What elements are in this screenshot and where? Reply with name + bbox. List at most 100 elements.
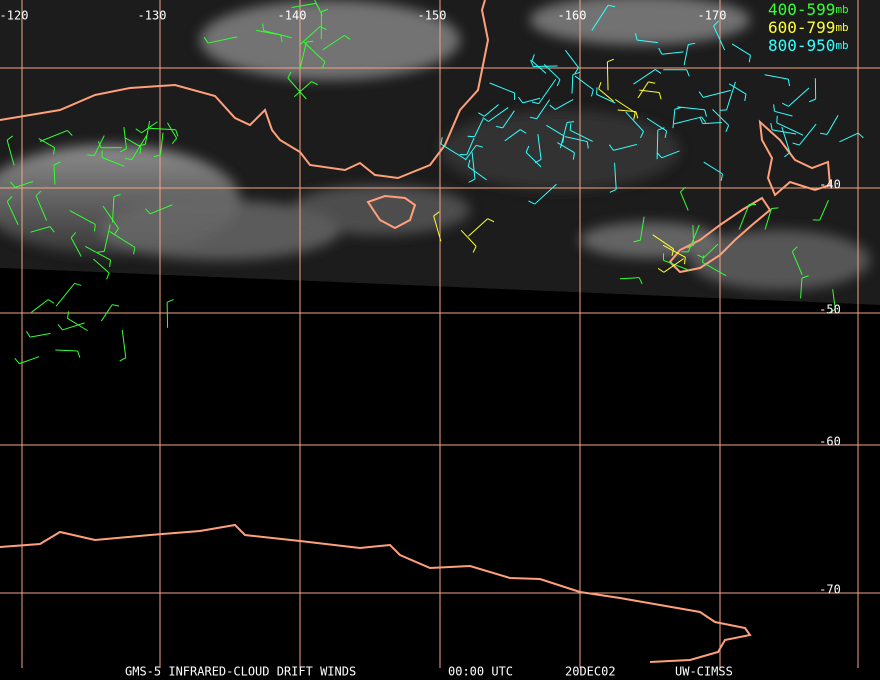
- graticule-labels: -120 -130 -140 -150 -160 -170 -40 -50 -60 -70: [0, 9, 841, 597]
- barb-flag: [634, 33, 638, 41]
- barb-flag: [699, 116, 704, 124]
- barb-shaft: [663, 258, 684, 273]
- wind-barb: [138, 120, 151, 147]
- barb-flag: [572, 152, 575, 160]
- wind-barb: [93, 258, 110, 280]
- barb-flag: [657, 127, 665, 131]
- barb-flag: [658, 92, 662, 100]
- wind-barb: [776, 115, 804, 136]
- barb-shaft: [619, 277, 640, 280]
- barb-flag: [572, 71, 580, 76]
- barb-shaft: [819, 199, 829, 221]
- wind-barb: [30, 226, 55, 233]
- wind-barb: [6, 196, 19, 226]
- wind-barb: [303, 41, 326, 69]
- wind-barb: [322, 34, 351, 51]
- wind-barb: [738, 203, 757, 230]
- wind-barb: [100, 304, 120, 322]
- wind-barb: [764, 207, 779, 230]
- barb-shaft: [662, 244, 686, 258]
- barb-shaft: [606, 61, 609, 91]
- legend-range: 800-950: [768, 36, 835, 55]
- barb-flag: [112, 304, 120, 307]
- barb-shaft: [656, 130, 659, 160]
- wind-barb: [440, 137, 467, 161]
- barb-flag: [664, 130, 668, 138]
- barb-shaft: [303, 41, 326, 63]
- barb-shaft: [564, 49, 579, 68]
- wind-barb: [614, 99, 636, 120]
- barb-flag: [133, 247, 136, 255]
- wind-barb: [299, 26, 327, 45]
- wind-barb: [719, 81, 736, 111]
- barb-shaft: [466, 137, 475, 156]
- barb-shaft: [112, 196, 115, 223]
- footer-date: 20DEC02: [565, 665, 616, 679]
- barb-flag: [321, 61, 326, 69]
- wind-barb: [673, 116, 707, 125]
- barb-shaft: [93, 258, 110, 274]
- barb-shaft: [538, 78, 557, 104]
- coastline-australia: [0, 0, 490, 180]
- barb-shaft: [637, 81, 649, 99]
- wind-barb: [518, 96, 541, 104]
- legend-entry: 800-950mb: [768, 36, 849, 55]
- barb-flag: [648, 81, 656, 84]
- barb-flag: [35, 190, 42, 197]
- wind-barb: [504, 129, 527, 142]
- barb-shaft: [299, 41, 307, 71]
- barb-flag: [529, 116, 537, 120]
- barb-shaft: [633, 69, 656, 85]
- wind-barb: [30, 299, 55, 313]
- wind-barb: [528, 183, 557, 205]
- longitude-label: -160: [558, 9, 587, 23]
- barb-shaft: [692, 225, 695, 246]
- barb-flag: [698, 91, 704, 98]
- wind-barb: [703, 161, 724, 181]
- barb-shaft: [62, 322, 85, 331]
- barb-flag: [549, 104, 556, 110]
- barb-shaft: [639, 89, 660, 93]
- footer-time: 00:00 UTC: [448, 665, 513, 679]
- barb-shaft: [69, 210, 96, 225]
- barb-shaft: [533, 65, 558, 67]
- barb-flag: [175, 129, 179, 137]
- barb-shaft: [101, 157, 125, 167]
- latitude-label: -70: [819, 583, 841, 597]
- barb-flag: [701, 116, 707, 123]
- barb-shaft: [103, 224, 111, 252]
- wind-barb: [731, 43, 751, 63]
- wind-barb: [69, 210, 96, 232]
- barb-shaft: [504, 129, 521, 142]
- wind-barb: [697, 243, 719, 259]
- barb-flag: [801, 275, 809, 279]
- barb-flag: [771, 207, 779, 209]
- wind-barb: [808, 78, 817, 103]
- wind-barb: [565, 136, 589, 149]
- barb-shaft: [85, 246, 111, 261]
- barb-shaft: [38, 138, 55, 149]
- wind-barb: [468, 218, 495, 237]
- barb-shaft: [661, 150, 680, 159]
- barb-shaft: [522, 97, 541, 104]
- wind-barb: [812, 199, 829, 221]
- barb-flag: [574, 67, 579, 74]
- barb-shaft: [124, 137, 142, 148]
- wind-barb: [464, 144, 484, 161]
- barb-shaft: [167, 122, 178, 139]
- wind-barb: [262, 23, 292, 39]
- wind-barb: [728, 83, 747, 102]
- wind-barb: [549, 99, 574, 110]
- barb-flag: [53, 161, 61, 166]
- coastline-nz-north: [758, 119, 832, 197]
- barb-flag: [119, 357, 127, 362]
- wind-barb: [633, 69, 662, 85]
- wind-barb: [596, 87, 616, 104]
- barb-shaft: [546, 124, 565, 137]
- barb-flag: [633, 112, 636, 120]
- barb-shaft: [703, 161, 723, 175]
- barb-flag: [556, 79, 561, 87]
- longitude-label: -170: [698, 9, 727, 23]
